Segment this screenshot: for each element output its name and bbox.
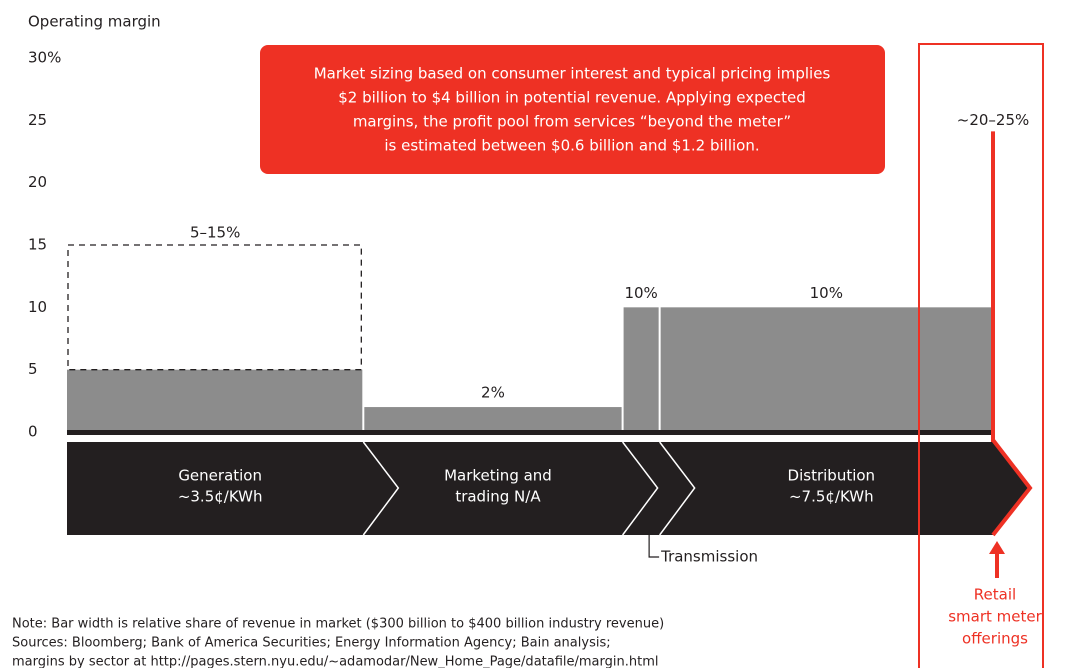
y-tick-label: 20 [28, 173, 47, 191]
y-tick-label: 15 [28, 236, 47, 254]
segment-label: Generation [178, 467, 262, 485]
chevron-separator [659, 441, 696, 536]
segment-label: Transmission [660, 548, 758, 566]
value-label: 2% [481, 384, 505, 402]
value-label: 10% [810, 284, 843, 302]
segment-label: trading N/A [455, 488, 541, 506]
bar [660, 307, 992, 432]
y-tick-label: 30% [28, 49, 61, 67]
y-tick-label: 0 [28, 423, 38, 441]
bar [364, 407, 622, 432]
segment-label: ~3.5¢/KWh [178, 488, 263, 506]
retail-label: Retail [974, 586, 1016, 604]
note: Note: Bar width is relative share of rev… [12, 617, 664, 632]
y-axis-label: Operating margin [28, 13, 161, 31]
retail-range-label: ~20–25% [957, 111, 1030, 129]
baseline [67, 430, 993, 435]
note: margins by sector at http://pages.stern.… [12, 655, 659, 668]
segment-label: Marketing and [444, 467, 552, 485]
retail-box [918, 43, 1044, 668]
annotation-box [260, 45, 885, 174]
y-tick-label: 10 [28, 298, 47, 316]
y-tick-label: 25 [28, 111, 47, 129]
note: Sources: Bloomberg; Bank of America Secu… [12, 636, 611, 651]
range-box [67, 244, 362, 371]
annotation-text: Market sizing based on consumer interest… [314, 65, 831, 83]
chevron-separator [621, 441, 659, 536]
value-label: 10% [624, 284, 657, 302]
bar [67, 369, 363, 432]
segment-label: Distribution [788, 467, 876, 485]
retail-label: offerings [962, 630, 1028, 648]
retail-arrow-head [989, 541, 1005, 554]
value-chain-band [67, 442, 1030, 535]
retail-label: smart meter [948, 608, 1042, 626]
y-tick-label: 5 [28, 360, 38, 378]
segment-label: ~7.5¢/KWh [789, 488, 874, 506]
annotation-text: is estimated between $0.6 billion and $1… [384, 137, 759, 155]
bar [623, 307, 659, 432]
retail-chevron [991, 438, 1033, 537]
annotation-text: margins, the profit pool from services “… [353, 113, 791, 131]
chevron-separator [362, 441, 400, 536]
range-label: 5–15% [190, 224, 240, 242]
callout-line [648, 535, 660, 558]
annotation-text: $2 billion to $4 billion in potential re… [338, 89, 806, 107]
